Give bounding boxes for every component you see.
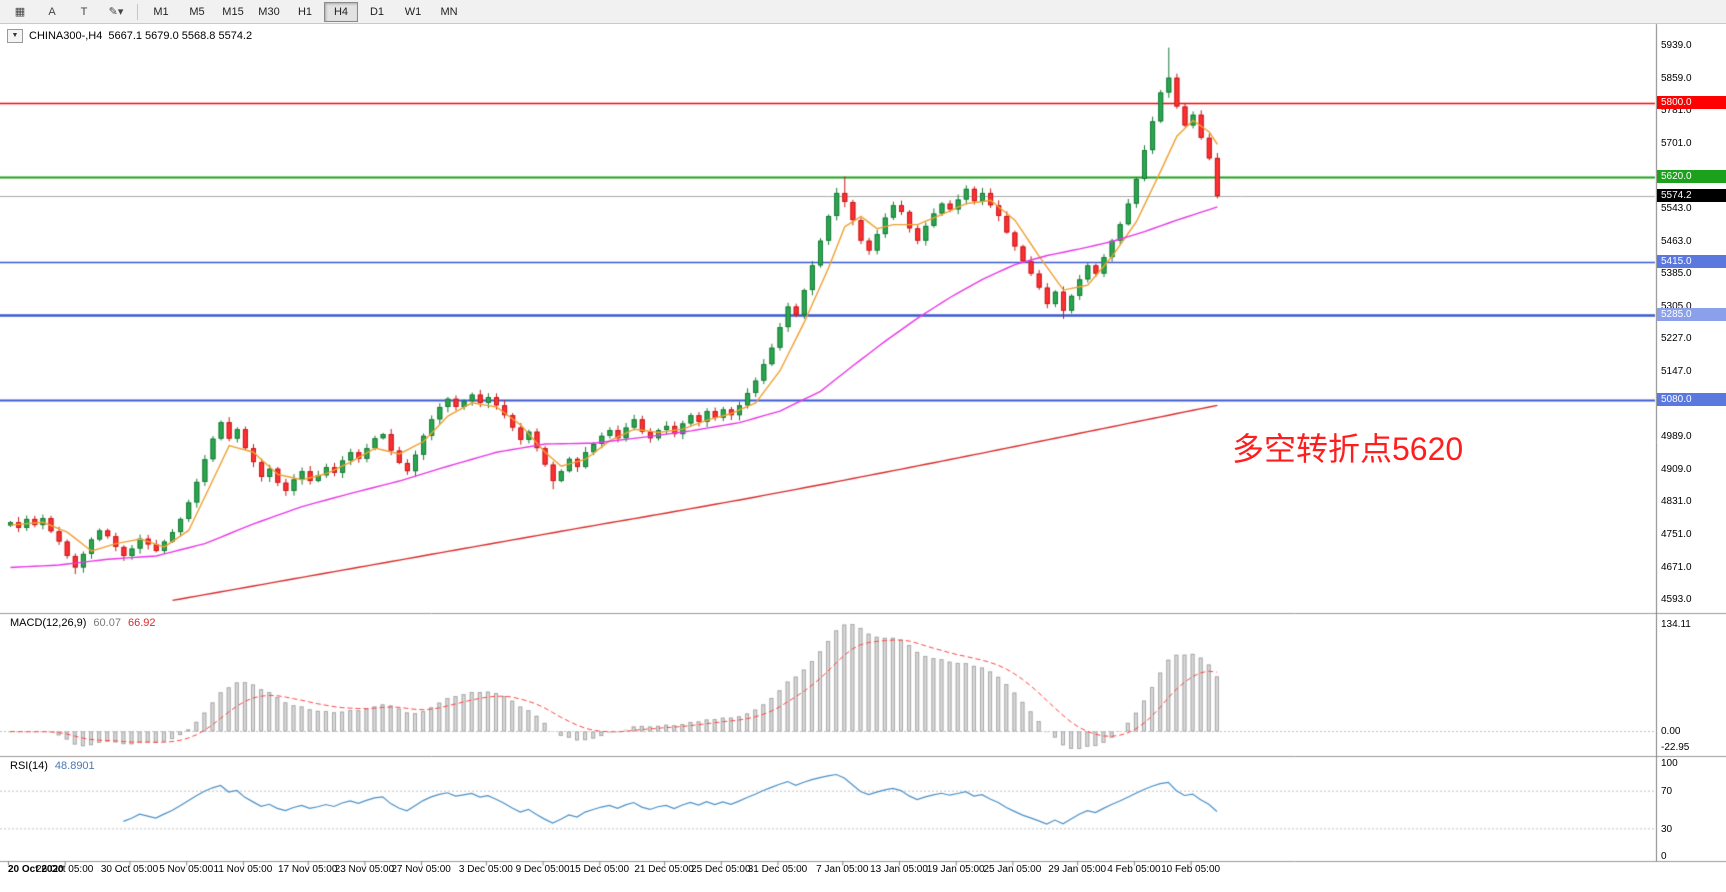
macd-label: MACD(12,26,9) 60.07 66.92 xyxy=(10,617,155,629)
time-axis-label: 4 Feb 05:00 xyxy=(1107,864,1161,875)
time-axis-label: 10 Feb 05:00 xyxy=(1161,864,1221,875)
time-axis-label: 5 Nov 05:00 xyxy=(159,864,214,875)
price-axis-label: 4831.0 xyxy=(1661,496,1692,508)
time-axis-label: 9 Dec 05:00 xyxy=(515,864,570,875)
price-axis-label: 4989.0 xyxy=(1661,431,1692,442)
price-axis-label: 5227.0 xyxy=(1661,333,1692,345)
rsi-axis-label: 0 xyxy=(1661,851,1667,862)
rsi-value: 48.8901 xyxy=(54,760,95,772)
time-axis-label: 19 Jan 05:00 xyxy=(926,864,985,875)
time-axis-label: 17 Nov 05:00 xyxy=(277,864,338,875)
time-axis-label: 21 Dec 05:00 xyxy=(634,864,694,875)
timeframe-button-m5[interactable]: M5 xyxy=(189,5,205,18)
price-axis-label: 5385.0 xyxy=(1661,268,1692,280)
timeframe-button-w1[interactable]: W1 xyxy=(404,5,422,18)
time-axis-label: 26 Oct 05:00 xyxy=(36,864,94,875)
price-axis-label: 4671.0 xyxy=(1661,561,1692,573)
chart-grid-icon[interactable]: ▦ xyxy=(14,6,26,18)
price-tag-5574.2: 5574.2 xyxy=(1657,189,1726,203)
price-axis-label: 4593.0 xyxy=(1661,594,1692,605)
time-axis-label: 15 Dec 05:00 xyxy=(569,864,630,875)
price-axis-label: 5859.0 xyxy=(1661,72,1692,84)
timeframe-button-m15[interactable]: M15 xyxy=(222,5,244,18)
macd-main-value: 60.07 xyxy=(93,617,121,629)
toolbar: ▦ A T ✎▾ M1 M5 M15 M30 H1 H4 D1 W1 MN xyxy=(0,0,1726,24)
time-axis-label: 30 Oct 05:00 xyxy=(100,864,159,875)
price-tag-5415.0: 5415.0 xyxy=(1657,254,1726,268)
timeframe-button-d1[interactable]: D1 xyxy=(369,5,385,18)
price-tag-5800.0: 5800.0 xyxy=(1657,96,1726,110)
macd-axis-label: -22.95 xyxy=(1661,742,1690,753)
rsi-label: RSI(14) 48.8901 xyxy=(10,760,95,772)
price-tag-5285.0: 5285.0 xyxy=(1657,308,1726,322)
rsi-axis-label: 70 xyxy=(1661,786,1673,798)
font-a-icon[interactable]: A xyxy=(48,5,56,18)
price-axis-label: 5463.0 xyxy=(1661,235,1692,247)
time-axis-label: 20 Oct 2020 xyxy=(8,864,64,875)
timeframe-button-mn[interactable]: MN xyxy=(440,5,458,18)
text-tool-icon[interactable]: T xyxy=(80,5,88,18)
shapes-dropdown-icon[interactable]: ✎▾ xyxy=(108,6,124,18)
toolbar-separator xyxy=(137,3,138,20)
symbol-name: CHINA300-,H4 xyxy=(29,30,103,42)
price-axis-label: 5543.0 xyxy=(1661,202,1692,214)
symbol-dropdown-button[interactable]: ▼ xyxy=(7,29,23,43)
price-axis-label: 5939.0 xyxy=(1661,40,1692,51)
time-axis-label: 3 Dec 05:00 xyxy=(458,864,513,875)
chart-annotation-text[interactable]: 多空转折点5620 xyxy=(1232,431,1464,467)
macd-axis-label: 0.00 xyxy=(1661,725,1681,737)
time-axis-label: 29 Jan 05:00 xyxy=(1048,864,1107,875)
macd-signal-value: 66.92 xyxy=(127,617,156,629)
rsi-axis-label: 30 xyxy=(1661,823,1673,835)
price-axis-label: 5781.0 xyxy=(1661,105,1692,117)
time-axis-label: 31 Dec 05:00 xyxy=(747,864,808,875)
time-axis-label: 13 Jan 05:00 xyxy=(870,864,928,875)
timeframe-button-m1[interactable]: M1 xyxy=(153,5,169,18)
timeframe-button-h1[interactable]: H1 xyxy=(297,5,313,18)
price-axis-label: 4751.0 xyxy=(1661,528,1692,540)
timeframe-button-m30[interactable]: M30 xyxy=(258,5,280,18)
price-axis-label: 5305.0 xyxy=(1661,300,1692,312)
macd-name: MACD(12,26,9) xyxy=(10,617,87,629)
price-tag-5080.0: 5080.0 xyxy=(1657,392,1726,406)
time-axis-label: 23 Nov 05:00 xyxy=(334,864,395,875)
price-axis-label: 4909.0 xyxy=(1661,463,1692,475)
time-axis-label: 25 Dec 05:00 xyxy=(691,864,751,875)
chart-ohlc-header: ▼ CHINA300-,H4 5667.1 5679.0 5568.8 5574… xyxy=(7,29,252,43)
toolbar-icon-group: ▦ A T ✎▾ xyxy=(4,2,132,22)
time-axis-label: 7 Jan 05:00 xyxy=(816,864,869,875)
ohlc-values: 5667.1 5679.0 5568.8 5574.2 xyxy=(108,30,253,42)
price-axis-label: 5147.0 xyxy=(1661,365,1692,377)
timeframe-selector: M1 M5 M15 M30 H1 H4 D1 W1 MN xyxy=(143,1,467,22)
rsi-name: RSI(14) xyxy=(10,760,48,772)
time-axis-label: 25 Jan 05:00 xyxy=(983,864,1042,875)
price-tag-5620.0: 5620.0 xyxy=(1657,170,1726,184)
timeframe-button-h4[interactable]: H4 xyxy=(324,1,358,22)
macd-axis-label: 134.11 xyxy=(1661,619,1691,630)
rsi-axis-label: 100 xyxy=(1661,758,1678,769)
price-axis-label: 5701.0 xyxy=(1661,137,1692,149)
time-axis-label: 11 Nov 05:00 xyxy=(213,864,273,875)
time-axis-label: 27 Nov 05:00 xyxy=(391,864,451,875)
